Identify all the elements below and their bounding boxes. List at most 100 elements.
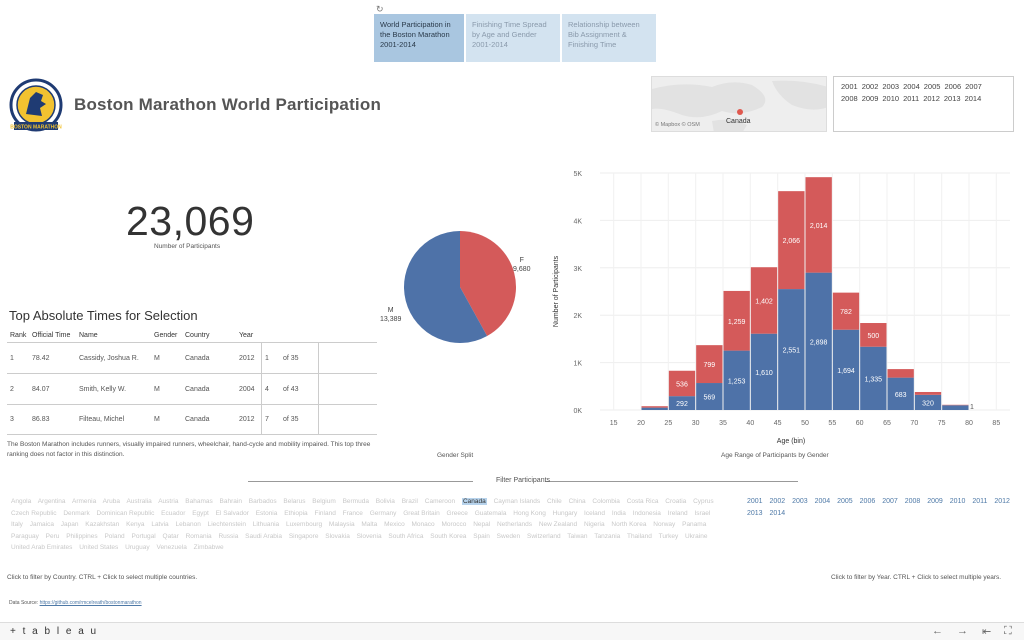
country-filter-item[interactable]: Russia — [218, 532, 239, 540]
bar-female[interactable] — [805, 177, 832, 273]
year-option-2013[interactable]: 2013 — [943, 94, 961, 103]
year-option-2005[interactable]: 2005 — [923, 82, 941, 91]
year-option-2012[interactable]: 2012 — [923, 94, 940, 103]
country-filter-item[interactable]: India — [611, 509, 626, 517]
bar-female[interactable] — [778, 191, 805, 290]
country-filter-item[interactable]: Belarus — [283, 498, 306, 505]
country-filter-item[interactable]: Aruba — [102, 498, 121, 505]
table-row[interactable]: 3 86.83 Filteau, Michel M Canada 2012 7 … — [7, 404, 377, 435]
data-source-link[interactable]: https://github.com/rmcelreath/bostonmara… — [39, 600, 142, 606]
year-filter-item[interactable]: 2001 — [747, 498, 763, 505]
bar-male[interactable] — [832, 329, 860, 410]
gender-pie-chart[interactable] — [400, 228, 525, 348]
country-filter-item[interactable]: Malaysia — [328, 521, 355, 528]
country-filter-item[interactable]: Venezuela — [156, 544, 187, 551]
country-filter-item[interactable]: Jamaica — [29, 521, 54, 528]
country-filter-item[interactable]: Czech Republic — [11, 509, 57, 517]
bar-male[interactable] — [887, 377, 914, 410]
country-filter-item[interactable]: Bermuda — [342, 498, 369, 505]
country-filter-item[interactable]: Angola — [11, 498, 32, 505]
country-filter-item[interactable]: Lithuania — [252, 521, 280, 528]
country-filter-item[interactable]: Ukraine — [685, 532, 708, 540]
country-filter-item[interactable]: Indonesia — [632, 509, 661, 517]
year-filter-item[interactable]: 2007 — [882, 498, 898, 505]
country-filter-item[interactable]: Germany — [369, 509, 397, 517]
country-filter-item[interactable]: Cyprus — [693, 498, 714, 505]
country-filter-item[interactable]: Lebanon — [175, 521, 201, 528]
country-filter-item[interactable]: Luxembourg — [285, 521, 323, 528]
country-filter-item[interactable]: Liechtenstein — [207, 521, 246, 528]
map-marker[interactable] — [737, 109, 743, 115]
country-filter-item[interactable]: Ecuador — [161, 509, 186, 517]
country-filter-item[interactable]: China — [568, 498, 586, 505]
country-filter-item[interactable]: El Salvador — [215, 509, 249, 517]
bar-female[interactable] — [887, 369, 914, 378]
bar-female[interactable] — [860, 323, 887, 347]
country-filter-item[interactable]: Cayman Islands — [493, 498, 541, 505]
undo-icon[interactable]: ← — [932, 625, 943, 637]
redo-icon[interactable]: → — [957, 625, 968, 637]
country-filter-item[interactable]: Kenya — [126, 521, 145, 528]
year-option-2008[interactable]: 2008 — [841, 94, 858, 103]
country-filter-item[interactable]: Thailand — [626, 532, 652, 540]
year-option-2001[interactable]: 2001 — [841, 82, 858, 91]
country-filter-item[interactable]: Austria — [158, 498, 179, 505]
country-filter-item[interactable]: Estonia — [255, 509, 278, 517]
year-option-2011[interactable]: 2011 — [903, 94, 920, 103]
country-filter-item[interactable]: Great Britain — [403, 509, 440, 517]
refresh-icon[interactable]: ↻ — [376, 4, 384, 14]
country-filter-item[interactable]: Monaco — [411, 521, 435, 528]
country-filter-item[interactable]: Brazil — [401, 498, 418, 505]
country-filter-item[interactable]: Guatemala — [474, 509, 507, 517]
year-filter-item[interactable]: 2010 — [949, 498, 966, 505]
bar-female[interactable] — [914, 391, 942, 395]
country-filter-item[interactable]: Peru — [45, 532, 60, 540]
bar-female[interactable] — [668, 370, 696, 397]
country-filter-item[interactable]: Kazakhstan — [85, 521, 120, 528]
country-filter-item[interactable]: Philippines — [66, 532, 98, 540]
bar-male[interactable] — [668, 396, 696, 410]
country-filter-item[interactable]: Netherlands — [496, 521, 533, 528]
country-filter-item[interactable]: Italy — [11, 521, 23, 528]
tab-bib-assignment[interactable]: Relationship between Bib Assignment & Fi… — [562, 14, 656, 62]
country-filter-item[interactable]: Hungary — [552, 509, 578, 517]
country-filter-item[interactable]: Japan — [60, 521, 79, 528]
tab-finishing-time-spread[interactable]: Finishing Time Spread by Age and Gender … — [466, 14, 560, 62]
country-filter-item[interactable]: Malta — [361, 521, 378, 528]
year-option-2009[interactable]: 2009 — [861, 94, 879, 103]
country-filter-item[interactable]: Costa Rica — [626, 498, 659, 505]
age-histogram[interactable]: 0K 1K 2K 3K 4K 5K 15 20 25 30 35 40 45 50 55 60 65 70 75 80… — [545, 165, 1020, 450]
year-option-2006[interactable]: 2006 — [944, 82, 962, 91]
year-filter-item[interactable]: 2005 — [837, 498, 853, 505]
country-filter-item[interactable]: Portugal — [131, 532, 156, 540]
country-filter-item[interactable]: Norway — [653, 521, 676, 528]
year-filter-item[interactable]: 2003 — [792, 498, 808, 505]
country-filter-item[interactable]: Ethiopia — [284, 509, 308, 517]
country-filter-item[interactable]: Argentina — [37, 498, 66, 505]
country-filter-item[interactable]: Tanzania — [594, 532, 621, 540]
country-filter-item[interactable]: Uruguay — [125, 544, 150, 551]
bar-female[interactable] — [641, 406, 668, 408]
country-filter-item[interactable]: Cameroon — [424, 498, 456, 505]
bar-male[interactable] — [750, 333, 778, 410]
country-filter-item[interactable]: South Africa — [388, 532, 424, 540]
country-filter-item[interactable]: Romania — [185, 532, 212, 540]
year-filter-item[interactable]: 2006 — [859, 498, 876, 505]
table-row[interactable]: 1 78.42 Cassidy, Joshua R. M Canada 2012… — [7, 342, 377, 373]
country-map[interactable]: Canada © Mapbox © OSM — [651, 76, 827, 132]
country-filter-item[interactable]: Morocco — [441, 521, 467, 528]
country-filter-item[interactable]: Sweden — [496, 532, 521, 540]
country-filter-item[interactable]: Bahamas — [185, 498, 213, 505]
year-option-2002[interactable]: 2002 — [861, 82, 879, 91]
year-option-2004[interactable]: 2004 — [903, 82, 920, 91]
bar-female[interactable] — [723, 290, 750, 351]
revert-icon[interactable]: ⇤ — [982, 626, 992, 638]
year-filter-item[interactable]: 2009 — [927, 498, 943, 505]
country-filter-item[interactable]: Croatia — [665, 498, 687, 505]
bar-male[interactable] — [641, 407, 668, 410]
country-filter-item[interactable]: Bahrain — [219, 498, 242, 505]
tableau-logo[interactable]: + t a b l e a u — [10, 626, 99, 637]
country-filter-item[interactable]: Iceland — [584, 509, 605, 517]
country-filter-item[interactable]: Australia — [126, 498, 152, 505]
year-filter-item[interactable]: 2004 — [814, 498, 831, 505]
